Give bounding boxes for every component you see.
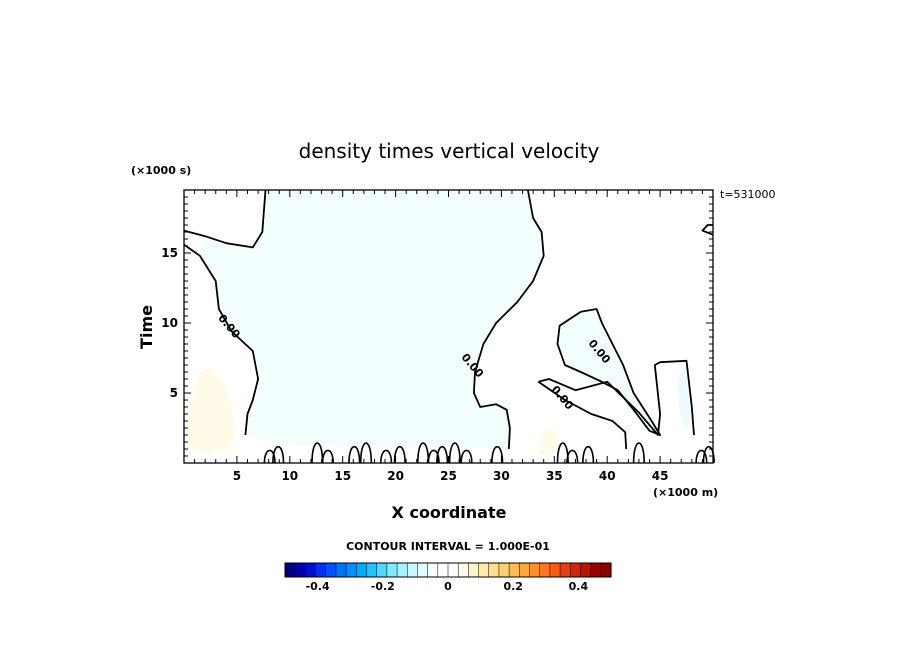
colorbar-swatch-10 <box>386 562 398 578</box>
noise-contour-19 <box>702 445 715 464</box>
noise-contour-9 <box>427 449 440 464</box>
colorbar-swatch-17 <box>457 562 469 578</box>
colorbar-swatch-12 <box>407 562 418 578</box>
noise-contour-1 <box>272 445 285 464</box>
colorbar-swatch-29 <box>580 562 592 578</box>
zero-contour-1 <box>183 243 259 436</box>
colorbar-swatch-4 <box>325 562 337 578</box>
x-ticks <box>194 190 703 463</box>
zero-contour-0 <box>183 189 267 249</box>
x-tick-label-40: 40 <box>599 469 616 483</box>
colorbar-swatch-13 <box>417 562 429 578</box>
y-tick-label-10: 10 <box>161 316 178 330</box>
zero-contour-5 <box>556 308 661 436</box>
noise-contour-3 <box>321 449 334 464</box>
colorbar-swatch-19 <box>478 562 490 578</box>
colorbar-tick-label-3: 0.2 <box>503 580 523 593</box>
colorbar-swatch-9 <box>376 562 388 578</box>
noise-contour-12 <box>460 449 473 464</box>
x-tick-label-45: 45 <box>652 469 669 483</box>
noise-contour-16 <box>582 445 595 464</box>
noise-contour-11 <box>448 442 461 464</box>
x-tick-label-10: 10 <box>281 469 298 483</box>
zero-contour-4 <box>538 359 695 436</box>
contour-label-2: 0.00 <box>549 383 577 412</box>
colorbar-swatch-2 <box>305 562 317 578</box>
colorbar-swatch-22 <box>508 562 520 578</box>
colorbar-swatch-8 <box>366 562 378 578</box>
colorbar: -0.4 -0.2 0 0.2 0.4 <box>284 562 612 593</box>
colorbar-swatch-15 <box>437 562 449 578</box>
noise-contour-2 <box>311 442 324 464</box>
fill-region-1 <box>557 309 661 435</box>
colorbar-swatch-27 <box>559 562 571 578</box>
x-tick-label-35: 35 <box>546 469 563 483</box>
chart-title: density times vertical velocity <box>299 139 600 163</box>
colorbar-swatch-24 <box>529 562 541 578</box>
colorbar-swatch-20 <box>488 562 500 578</box>
noise-contour-0 <box>263 449 276 464</box>
x-unit-label: (×1000 m) <box>653 486 718 499</box>
colorbar-swatch-23 <box>519 562 531 578</box>
colorbar-swatch-26 <box>549 562 561 578</box>
noise-contour-18 <box>695 449 708 464</box>
noise-contour-7 <box>393 445 406 464</box>
colorbar-swatch-5 <box>335 562 347 578</box>
noise-contour-5 <box>359 442 373 464</box>
y-tick-label-5: 5 <box>170 386 178 400</box>
colorbar-swatch-3 <box>315 562 327 578</box>
fill-region-0 <box>199 190 544 449</box>
noise-contour-6 <box>380 449 393 464</box>
colorbar-swatch-7 <box>356 562 368 578</box>
colorbar-frame <box>284 562 612 578</box>
colorbar-swatch-31 <box>600 562 612 578</box>
colorbar-swatch-18 <box>468 562 480 578</box>
colorbar-swatch-6 <box>345 562 357 578</box>
colorbar-swatch-11 <box>396 562 408 578</box>
colorbar-tick-label-2: 0 <box>444 580 452 593</box>
fill-region-4 <box>538 426 557 455</box>
y-unit-label: (×1000 s) <box>131 164 191 177</box>
zero-contour-3 <box>537 381 628 450</box>
x-tick-label-15: 15 <box>334 469 351 483</box>
x-tick-label-30: 30 <box>493 469 510 483</box>
colorbar-swatch-25 <box>539 562 551 578</box>
zero-contour-6 <box>701 224 714 236</box>
colorbar-tick-label-4: 0.4 <box>569 580 589 593</box>
x-axis-title: X coordinate <box>392 503 507 522</box>
x-tick-label-5: 5 <box>233 469 241 483</box>
fill-region-3 <box>189 367 235 455</box>
colorbar-swatch-16 <box>447 562 459 578</box>
noise-contour-10 <box>436 445 449 464</box>
noise-contour-13 <box>491 445 504 464</box>
colorbar-swatch-0 <box>284 562 296 578</box>
zero-contour-2 <box>473 189 545 450</box>
noise-contour-15 <box>566 449 579 464</box>
y-ticks <box>184 196 713 457</box>
time-stamp: t=531000 <box>720 188 776 201</box>
colorbar-tick-label-0: -0.4 <box>306 580 330 593</box>
contour-interval-label: CONTOUR INTERVAL = 1.000E-01 <box>346 540 550 553</box>
colorbar-tick-label-1: -0.2 <box>371 580 395 593</box>
fill-region-2 <box>677 365 692 430</box>
colorbar-swatch-14 <box>427 562 439 578</box>
y-tick-label-15: 15 <box>161 246 178 260</box>
colorbar-swatch-1 <box>294 562 306 578</box>
y-axis-title: Time <box>137 305 156 349</box>
colorbar-swatch-28 <box>570 562 581 578</box>
bottom-noise-contours <box>263 442 715 464</box>
x-tick-label-20: 20 <box>387 469 404 483</box>
x-tick-label-25: 25 <box>440 469 457 483</box>
colorbar-swatch-30 <box>590 562 602 578</box>
colorbar-swatch-21 <box>498 562 510 578</box>
noise-contour-17 <box>632 442 645 464</box>
noise-contour-4 <box>348 445 361 464</box>
